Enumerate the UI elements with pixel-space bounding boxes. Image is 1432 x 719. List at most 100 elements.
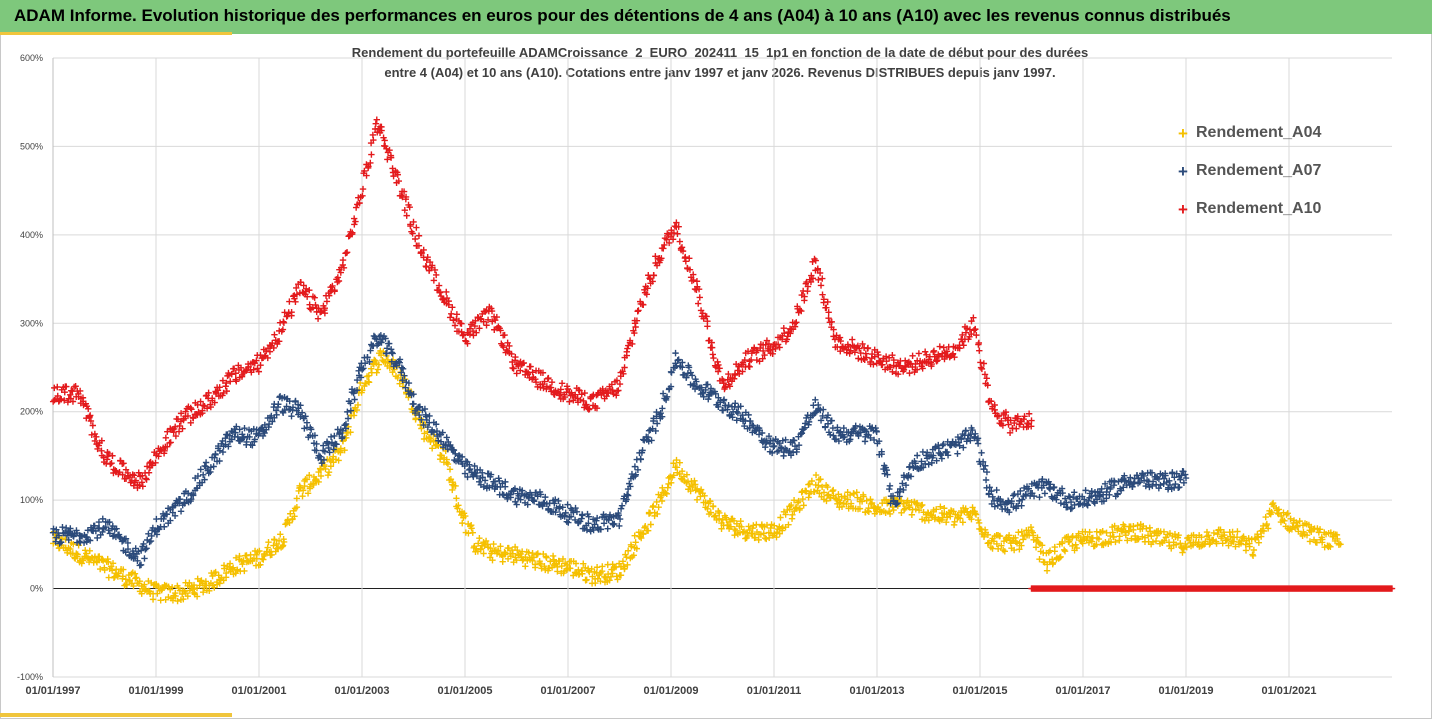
marker-a04 [1232, 543, 1239, 550]
marker-a04 [80, 557, 87, 564]
marker-a07 [967, 437, 974, 444]
marker-a10 [122, 466, 130, 473]
marker-a07 [862, 428, 870, 435]
marker-a10 [928, 360, 935, 368]
marker-a04 [282, 521, 289, 528]
marker-a04 [417, 415, 424, 422]
marker-a07 [187, 496, 195, 503]
marker-a07 [53, 526, 60, 533]
marker-a04 [678, 468, 686, 475]
marker-a04 [105, 558, 112, 566]
marker-a04 [808, 477, 816, 485]
marker-a10 [88, 431, 95, 438]
marker-a07 [1149, 478, 1157, 485]
marker-a04 [972, 511, 980, 518]
marker-a07 [67, 525, 74, 532]
chart-title-line2: entre 4 (A04) et 10 ans (A10). Cotations… [384, 65, 1056, 80]
marker-a10 [93, 433, 100, 441]
marker-a07 [226, 432, 234, 439]
marker-a07 [524, 501, 531, 508]
marker-a07 [215, 442, 222, 450]
marker-a07 [719, 407, 727, 414]
marker-a04 [959, 519, 967, 526]
marker-a10 [119, 471, 126, 478]
marker-a07 [780, 452, 787, 460]
marker-a07 [410, 391, 417, 398]
chart-title-line1: Rendement du portefeuille ADAMCroissance… [351, 45, 1089, 60]
marker-a07 [163, 511, 171, 518]
marker-a04 [559, 555, 567, 563]
marker-a07 [828, 417, 835, 424]
marker-a10 [223, 387, 230, 395]
marker-a04 [1325, 542, 1333, 550]
marker-a10 [980, 360, 988, 367]
marker-a07 [424, 423, 432, 431]
marker-a07 [1091, 500, 1098, 507]
marker-a07 [122, 549, 129, 556]
y-tick-label: 400% [20, 230, 43, 240]
marker-a04 [99, 557, 107, 564]
marker-a10 [804, 283, 812, 290]
marker-a04 [817, 476, 824, 483]
marker-a07 [1148, 469, 1156, 476]
marker-a10 [815, 276, 822, 283]
marker-a07 [559, 504, 566, 511]
marker-a10 [58, 396, 65, 403]
marker-a07 [1083, 501, 1091, 508]
marker-a10 [679, 247, 687, 255]
marker-a10 [725, 370, 732, 378]
marker-a04 [856, 505, 864, 512]
marker-a07 [907, 473, 915, 480]
marker-a10 [352, 204, 360, 211]
marker-a07 [1182, 471, 1189, 478]
marker-a07 [1014, 490, 1022, 498]
marker-a04 [593, 564, 601, 571]
marker-a07 [659, 405, 666, 412]
marker-a04 [86, 547, 93, 555]
marker-a07 [667, 383, 675, 390]
marker-a10 [816, 269, 824, 277]
marker-a10 [696, 294, 703, 301]
marker-a07 [1088, 493, 1095, 500]
marker-a07 [511, 485, 519, 492]
marker-a07 [954, 450, 961, 457]
marker-a10 [632, 323, 639, 331]
marker-a04 [904, 497, 911, 504]
marker-a10 [350, 215, 358, 222]
marker-a04 [529, 557, 536, 564]
marker-a10 [1007, 417, 1014, 424]
marker-a04 [1144, 532, 1152, 539]
marker-a10 [943, 348, 951, 355]
marker-a07 [1064, 504, 1071, 511]
marker-a07 [219, 448, 227, 456]
marker-a10 [292, 298, 299, 306]
marker-a07 [265, 423, 272, 431]
marker-a10 [91, 437, 99, 445]
marker-a07 [974, 440, 982, 447]
marker-a04 [846, 491, 854, 499]
marker-a10 [255, 368, 263, 375]
marker-a04 [647, 521, 654, 528]
marker-a04 [233, 566, 241, 573]
marker-a07 [989, 493, 996, 500]
marker-a07 [645, 438, 652, 445]
marker-a10 [661, 241, 668, 249]
marker-a10 [61, 397, 68, 404]
marker-a07 [610, 521, 617, 528]
marker-a10 [428, 262, 436, 269]
marker-a04 [1210, 529, 1218, 537]
marker-a10 [1024, 419, 1031, 427]
marker-a10 [207, 403, 215, 411]
marker-a04 [547, 558, 554, 565]
marker-a10 [220, 389, 227, 397]
marker-a04 [847, 500, 855, 507]
marker-a04 [532, 564, 539, 571]
marker-a07 [388, 349, 395, 356]
marker-a07 [399, 365, 407, 373]
marker-a10 [915, 350, 923, 357]
marker-a07 [817, 417, 825, 424]
marker-a07 [623, 491, 631, 498]
marker-a10 [968, 317, 975, 325]
marker-a04 [365, 372, 372, 379]
y-tick-label: 300% [20, 318, 43, 328]
